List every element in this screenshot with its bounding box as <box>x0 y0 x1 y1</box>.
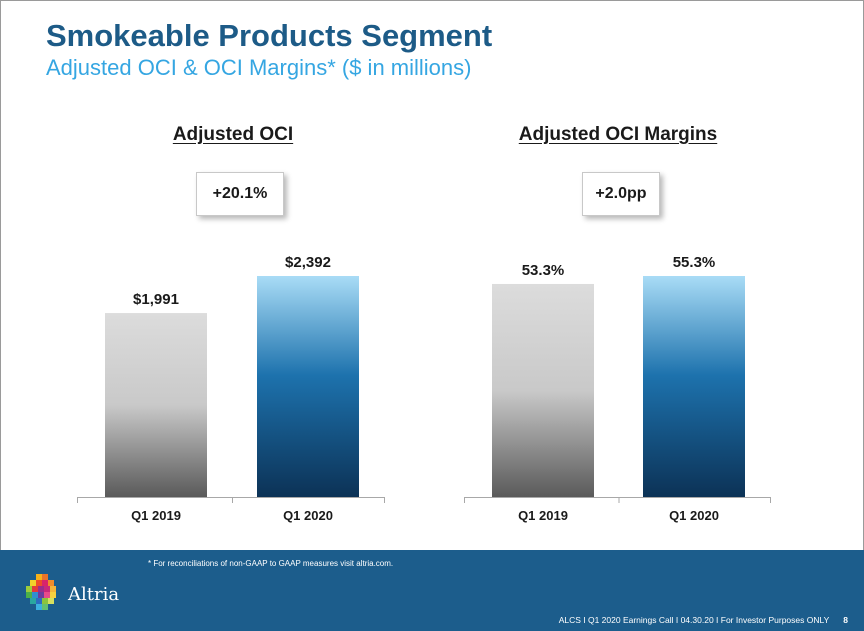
change-badge-oci: +20.1% <box>196 172 284 216</box>
page-subtitle: Adjusted OCI & OCI Margins* ($ in millio… <box>46 55 472 80</box>
bar-oci-0 <box>105 313 207 497</box>
footer-bar: * For reconciliations of non-GAAP to GAA… <box>0 550 864 631</box>
change-badge-margins: +2.0pp <box>582 172 660 216</box>
page-title: Smokeable Products Segment <box>46 18 493 53</box>
chart-title-adjusted-oci: Adjusted OCI <box>172 124 294 145</box>
bar-margin-1 <box>643 276 745 497</box>
bar-margin-0 <box>492 283 594 497</box>
page-number: 8 <box>843 615 848 625</box>
chart-title-oci-margins: Adjusted OCI Margins <box>518 124 718 145</box>
company-logo-text: Altria <box>68 584 120 605</box>
footer-legal-text: ALCS I Q1 2020 Earnings Call I 04.30.20 … <box>558 615 830 625</box>
altria-logo-icon <box>26 574 56 610</box>
bar-oci-1 <box>257 276 359 497</box>
x-tick-label-margin-0: Q1 2019 <box>518 508 568 523</box>
x-tick-label-oci-1: Q1 2020 <box>283 508 333 523</box>
footer-legal-line: ALCS I Q1 2020 Earnings Call I 04.30.20 … <box>559 615 848 625</box>
data-label-margin-0: 53.3% <box>522 262 565 279</box>
data-label-oci-1: $2,392 <box>285 254 331 271</box>
data-label-oci-0: $1,991 <box>133 291 179 308</box>
data-label-margin-1: 55.3% <box>673 254 716 271</box>
footnote: * For reconciliations of non-GAAP to GAA… <box>148 559 394 568</box>
x-tick-label-margin-1: Q1 2020 <box>669 508 719 523</box>
x-tick-label-oci-0: Q1 2019 <box>131 508 181 523</box>
bar-charts: $1,991 Q1 2019 $2,392 Q1 2020 53.3% Q1 2019 55… <box>77 254 771 523</box>
